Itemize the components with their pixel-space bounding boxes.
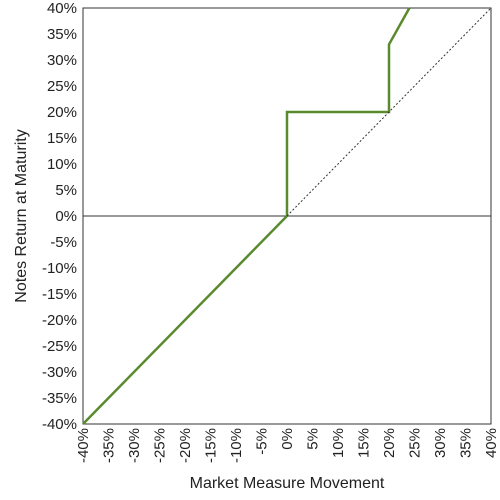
- y-tick-label: 25%: [47, 78, 77, 95]
- x-tick-label: -40%: [75, 428, 92, 463]
- x-tick-label: 25%: [407, 428, 424, 458]
- x-tick-label: 20%: [381, 428, 398, 458]
- x-tick-label: -5%: [254, 428, 271, 455]
- x-tick-label: 10%: [330, 428, 347, 458]
- x-tick-label: -15%: [203, 428, 220, 463]
- y-tick-label: 10%: [47, 156, 77, 173]
- y-tick-label: 30%: [47, 52, 77, 69]
- y-tick-label: 40%: [47, 0, 77, 17]
- x-tick-label: 35%: [458, 428, 475, 458]
- y-tick-label: -10%: [42, 260, 77, 277]
- x-tick-label: -20%: [177, 428, 194, 463]
- y-tick-label: -25%: [42, 338, 77, 355]
- y-tick-label: -20%: [42, 312, 77, 329]
- x-tick-label: -10%: [228, 428, 245, 463]
- y-tick-label: 15%: [47, 130, 77, 147]
- y-tick-label: -35%: [42, 390, 77, 407]
- y-tick-label: -40%: [42, 416, 77, 433]
- x-tick-label: -30%: [126, 428, 143, 463]
- x-tick-label: 5%: [305, 428, 322, 450]
- x-tick-label: 15%: [356, 428, 373, 458]
- y-tick-label: 20%: [47, 104, 77, 121]
- y-tick-label: -15%: [42, 286, 77, 303]
- y-tick-labels: 40% 35% 30% 25% 20% 15% 10% 5% 0% -5% -10% -15% -20%…: [42, 0, 77, 433]
- y-tick-label: -30%: [42, 364, 77, 381]
- y-tick-label: 35%: [47, 26, 77, 43]
- reference-diagonal-line: [286, 7, 492, 217]
- x-tick-label: -35%: [101, 428, 118, 463]
- x-axis-label: Market Measure Movement: [190, 475, 385, 492]
- y-tick-label: 0%: [55, 208, 77, 225]
- x-tick-label: 0%: [279, 428, 296, 450]
- series-layer: [82, 7, 492, 425]
- x-tick-label: 30%: [432, 428, 449, 458]
- x-tick-label: -25%: [152, 428, 169, 463]
- y-tick-label: 5%: [55, 182, 77, 199]
- x-tick-label: 40%: [483, 428, 500, 458]
- x-tick-labels: -40% -35% -30% -25% -20% -15% -10% -5% 0% 5% 10% 15…: [75, 428, 500, 463]
- payoff-line: [82, 7, 411, 425]
- y-tick-label: -5%: [50, 234, 77, 251]
- y-axis-label: Notes Return at Maturity: [13, 129, 30, 302]
